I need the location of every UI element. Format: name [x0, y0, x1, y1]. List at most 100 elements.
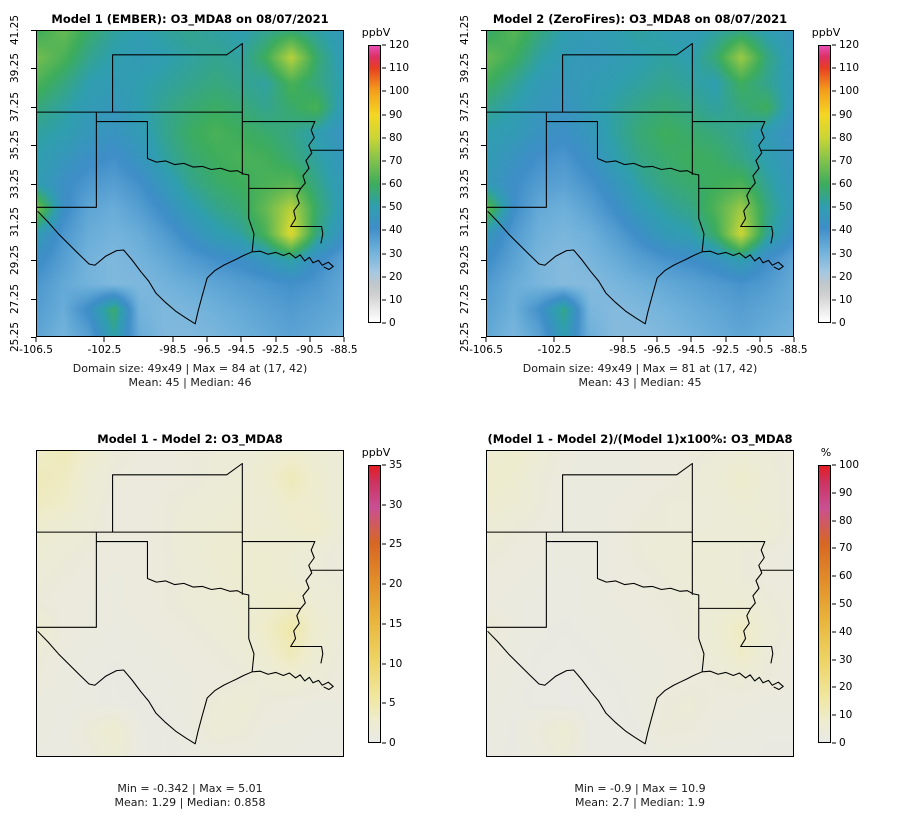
x-tick-mark: [656, 337, 658, 342]
colorbar: ppbV 0 5 10 15 20 25 30 35: [362, 446, 438, 749]
colorbar-gradient: [368, 465, 381, 743]
y-tick-mark: [31, 30, 36, 31]
y-tick-label: 29.25: [9, 245, 21, 276]
colorbar-tick-mark: [382, 276, 386, 278]
x-tick-mark: [343, 337, 345, 342]
y-tick-mark: [31, 260, 36, 262]
colorbar-tick-label: 100: [839, 85, 860, 98]
colorbar-tick-label: 0: [389, 737, 396, 749]
map-difference: [36, 450, 344, 757]
colorbar-tick-mark: [832, 276, 836, 278]
colorbar-tick-label: 120: [839, 39, 860, 51]
panel-title: Model 2 (ZeroFires): O3_MDA8 on 08/07/20…: [492, 12, 788, 26]
colorbar-tick-mark: [382, 114, 386, 115]
colorbar-tick-label: 90: [839, 486, 853, 499]
colorbar-tick-label: 20: [389, 578, 403, 591]
colorbar-tick-mark: [382, 464, 386, 466]
stats-line1: Min = -0.9 | Max = 10.9: [574, 782, 706, 795]
colorbar-tick-label: 90: [389, 108, 403, 121]
y-tick-mark: [481, 260, 486, 262]
y-tick-label: 37.25: [459, 91, 471, 122]
colorbar-tick-mark: [832, 686, 836, 688]
colorbar-tick-label: 80: [389, 131, 403, 144]
panel-percent-difference: (Model 1 - Model 2)/(Model 1)x100%: O3_M…: [450, 420, 900, 840]
x-tick-label: -88.5: [780, 344, 808, 356]
x-tick-label: -90.5: [296, 344, 324, 356]
colorbar-gradient: [818, 45, 831, 323]
colorbar-tick-mark: [832, 67, 836, 69]
colorbar-tick-label: 50: [839, 201, 853, 214]
colorbar-tick-mark: [832, 137, 836, 139]
colorbar-tick-mark: [382, 183, 386, 185]
colorbar-tick-label: 30: [389, 247, 403, 260]
colorbar-tick-mark: [382, 253, 386, 254]
colorbar-tick-mark: [832, 603, 836, 605]
colorbar-tick-label: 60: [389, 178, 403, 190]
state-borders-svg: [37, 42, 343, 325]
colorbar-tick-label: 80: [839, 514, 853, 527]
panel-title: Model 1 (EMBER): O3_MDA8 on 08/07/2021: [51, 12, 329, 26]
map-raster: [487, 31, 793, 336]
colorbar-tick-mark: [382, 504, 386, 506]
x-tick-label: -94.5: [227, 344, 255, 356]
x-tick-mark: [553, 337, 555, 342]
map-raster: [37, 31, 343, 336]
colorbar-tick-label: 40: [839, 625, 853, 638]
colorbar-tick-label: 110: [389, 62, 410, 75]
state-borders-overlay: [37, 31, 343, 336]
colorbar-unit-label: %: [820, 446, 832, 459]
y-tick-mark: [481, 298, 486, 300]
colorbar-tick-label: 60: [839, 570, 853, 583]
y-axis: [450, 450, 486, 757]
panel-stats: Min = -0.9 | Max = 10.9 Mean: 2.7 | Medi…: [466, 782, 814, 810]
colorbar-tick-mark: [832, 183, 836, 185]
colorbar-tick-label: 35: [389, 459, 403, 471]
colorbar-tick-label: 5: [389, 697, 396, 710]
y-tick-mark: [31, 298, 36, 300]
colorbar-tick-label: 30: [839, 653, 853, 666]
colorbar: % 0 10 20 30 40 50 60 70 80 90 100: [818, 446, 888, 749]
y-tick-mark: [31, 337, 36, 338]
colorbar-unit-label: ppbV: [361, 26, 391, 39]
colorbar-tick-mark: [832, 742, 836, 744]
y-tick-mark: [31, 145, 36, 147]
y-tick-label: 27.25: [9, 283, 21, 314]
colorbar-tick-label: 70: [389, 154, 403, 167]
state-borders-svg: [487, 462, 793, 745]
x-tick-label: -96.5: [193, 344, 221, 356]
map-percent-difference: [486, 450, 794, 757]
y-axis: [0, 450, 36, 757]
colorbar-tick-label: 10: [389, 657, 403, 670]
x-tick-mark: [35, 337, 37, 342]
stats-line2: Mean: 43 | Median: 45: [578, 376, 702, 389]
panel-model2: Model 2 (ZeroFires): O3_MDA8 on 08/07/20…: [450, 0, 900, 420]
colorbar-tick-label: 100: [839, 459, 860, 471]
colorbar-tick-mark: [382, 322, 386, 324]
colorbar-tick-mark: [832, 575, 836, 577]
colorbar-tick-label: 110: [839, 62, 860, 75]
colorbar-tick-mark: [832, 520, 836, 522]
colorbar-tick-mark: [382, 44, 386, 46]
stats-line1: Domain size: 49x49 | Max = 81 at (17, 42…: [522, 362, 758, 375]
y-tick-mark: [481, 106, 486, 108]
x-tick-mark: [309, 337, 311, 342]
x-tick-label: -106.5: [19, 344, 53, 356]
colorbar-tick-label: 50: [839, 598, 853, 610]
colorbar-tick-mark: [382, 299, 386, 301]
colorbar-tick-mark: [832, 631, 836, 633]
y-tick-mark: [481, 221, 486, 223]
y-tick-mark: [31, 68, 36, 70]
x-axis: -106.5 -102.5 -98.5 -96.5 -94.5 -92.5 -90.5 -88…: [19, 337, 358, 363]
y-tick-label: 35.25: [459, 130, 471, 161]
y-tick-label: 39.25: [9, 53, 21, 84]
y-tick-label: 35.25: [9, 130, 21, 161]
colorbar-tick-label: 60: [839, 178, 853, 190]
colorbar-tick-label: 70: [839, 542, 853, 555]
x-tick-label: -102.5: [537, 344, 572, 356]
colorbar-tick-label: 20: [839, 681, 853, 694]
y-tick-label: 39.25: [459, 53, 471, 84]
panel-stats: Min = -0.342 | Max = 5.01 Mean: 1.29 | M…: [16, 782, 364, 810]
colorbar-tick-mark: [832, 90, 836, 92]
colorbar-ticks: 0 10 20 30 40 50 60 70 80 90 100 110 120: [368, 39, 438, 329]
